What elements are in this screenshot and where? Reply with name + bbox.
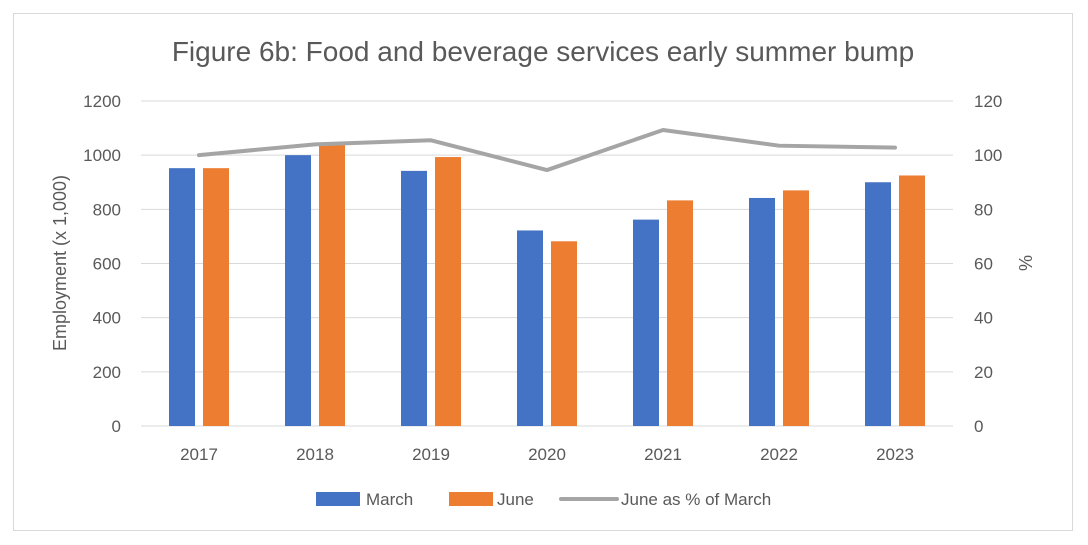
x-tick-label: 2020 (528, 445, 566, 464)
left-axis-title: Employment (x 1,000) (50, 175, 70, 351)
right-tick-label: 120 (974, 92, 1002, 111)
x-tick-label: 2018 (296, 445, 334, 464)
x-axis-ticks: 2017 2018 2019 2020 2021 2022 2023 (180, 445, 914, 464)
bar-june-2018 (319, 144, 345, 427)
right-axis-ticks: 0 20 40 60 80 100 120 (974, 92, 1002, 436)
chart-title: Figure 6b: Food and beverage services ea… (172, 36, 914, 67)
legend-june-as-of-march-label: June as % of March (621, 490, 771, 509)
left-axis-ticks: 0 200 400 600 800 1000 1200 (83, 92, 121, 436)
left-tick-label: 800 (93, 200, 121, 219)
legend-march-label: March (366, 490, 413, 509)
left-tick-label: 0 (112, 417, 121, 436)
bar-june-2020 (551, 241, 577, 426)
legend: March June June as % of March (316, 490, 771, 509)
bar-march-2022 (749, 197, 775, 426)
left-tick-label: 600 (93, 255, 121, 274)
bar-march-2023 (865, 182, 891, 426)
bar-march-2017 (169, 168, 195, 426)
right-tick-label: 80 (974, 200, 993, 219)
percent-line (197, 127, 897, 173)
right-axis-title: % (1016, 255, 1036, 271)
x-tick-label: 2017 (180, 445, 218, 464)
bar-june-2023 (899, 175, 925, 426)
left-tick-label: 1000 (83, 146, 121, 165)
legend-june-swatch (449, 492, 493, 506)
bar-march-2018 (285, 155, 311, 426)
x-tick-label: 2019 (412, 445, 450, 464)
right-tick-label: 20 (974, 363, 993, 382)
right-tick-label: 60 (974, 255, 993, 274)
bar-june-2017 (203, 168, 229, 426)
bar-march-2019 (401, 170, 427, 426)
legend-june-label: June (497, 490, 534, 509)
x-tick-label: 2023 (876, 445, 914, 464)
left-tick-label: 400 (93, 309, 121, 328)
x-tick-label: 2021 (644, 445, 682, 464)
bars (169, 144, 925, 427)
bar-june-2019 (435, 157, 461, 426)
x-tick-label: 2022 (760, 445, 798, 464)
bar-june-2022 (783, 190, 809, 426)
legend-march-swatch (316, 492, 360, 506)
left-tick-label: 200 (93, 363, 121, 382)
right-tick-label: 0 (974, 417, 983, 436)
bar-march-2020 (517, 230, 543, 426)
left-tick-label: 1200 (83, 92, 121, 111)
right-tick-label: 40 (974, 309, 993, 328)
bar-june-2021 (667, 200, 693, 426)
gridlines (141, 100, 953, 427)
series-line-percent (197, 127, 897, 173)
bar-march-2021 (633, 219, 659, 426)
right-tick-label: 100 (974, 146, 1002, 165)
